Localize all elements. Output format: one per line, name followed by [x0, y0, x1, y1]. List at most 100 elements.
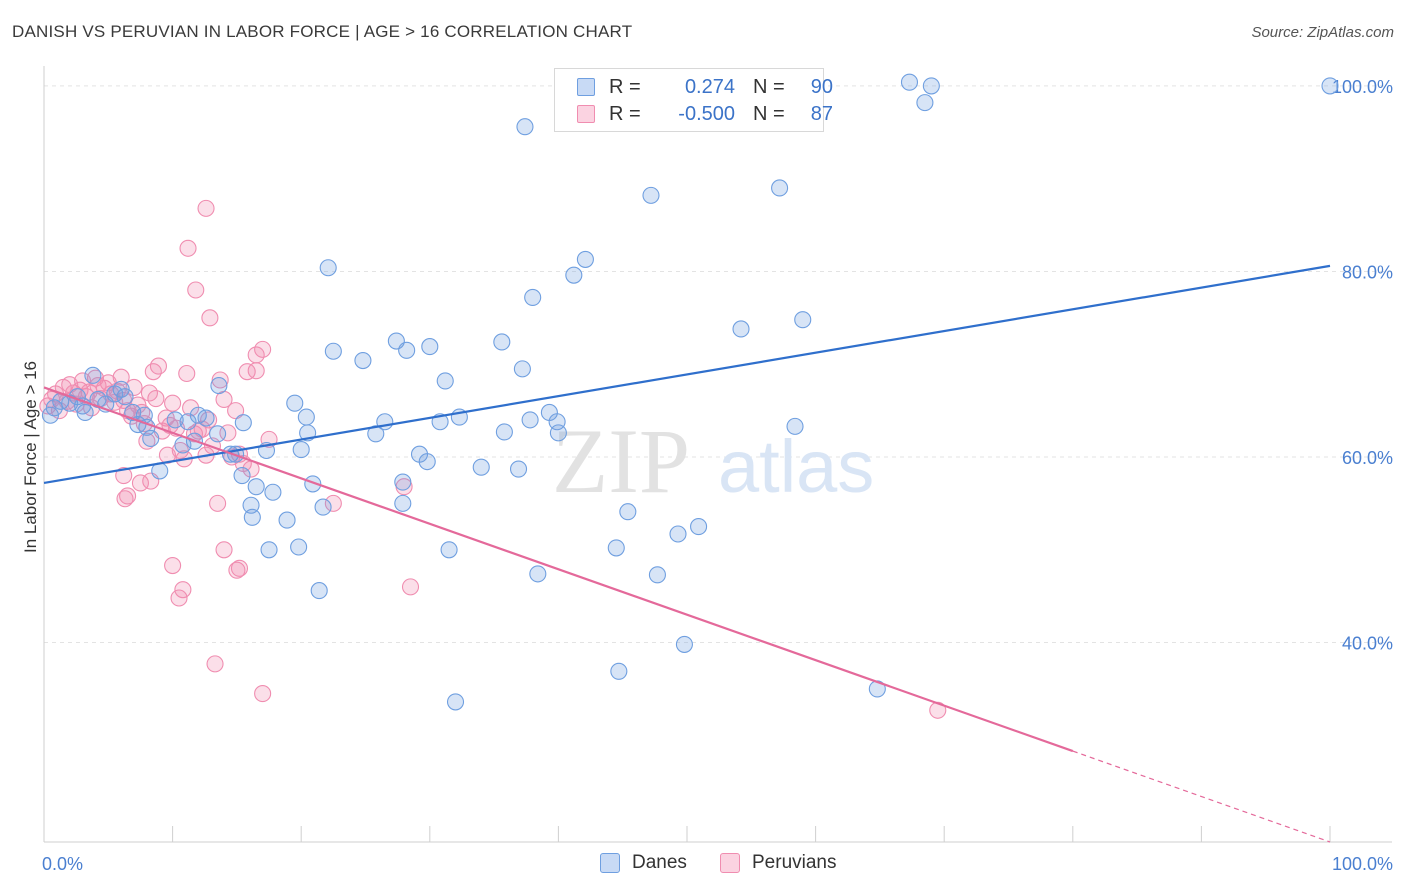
legend-label-danes: Danes	[632, 852, 687, 873]
watermark: ZIP atlas	[552, 410, 874, 512]
peruvians-trend-extension	[1072, 750, 1331, 843]
danes-point	[418, 453, 436, 471]
peruvians-point	[197, 199, 215, 217]
danes-point	[367, 425, 385, 443]
peruvians-point	[112, 368, 130, 386]
peruvians-point	[147, 390, 165, 408]
watermark-zip: ZIP	[552, 410, 690, 512]
danes-point	[310, 582, 328, 600]
danes-point	[1321, 77, 1339, 95]
legend-n-value: 87	[810, 102, 833, 125]
legend-n-label: N =	[753, 102, 785, 125]
y-tick-label: 60.0%	[1342, 448, 1393, 468]
chart-title: DANISH VS PERUVIAN IN LABOR FORCE | AGE …	[12, 22, 633, 41]
peruvians-point	[170, 589, 188, 607]
danes-point	[648, 566, 666, 584]
danes-point	[916, 94, 934, 112]
danes-swatch	[577, 78, 595, 96]
legend-r-label: R =	[609, 102, 641, 125]
y-tick-label: 80.0%	[1342, 262, 1393, 282]
y-axis-label: In Labor Force | Age > 16	[21, 361, 40, 553]
danes-point	[264, 483, 282, 501]
danes-point	[247, 478, 265, 496]
danes-point	[260, 541, 278, 559]
danes-point	[794, 311, 812, 329]
peruvians-point	[324, 494, 342, 512]
danes-point	[516, 118, 534, 136]
danes-point	[354, 351, 372, 370]
danes-point	[290, 538, 308, 556]
legend-r-value: -0.500	[678, 102, 735, 125]
danes-point	[472, 458, 490, 476]
legend-label-peruvians: Peruvians	[752, 852, 837, 873]
legend-r-label: R =	[609, 75, 641, 98]
y-tick-label: 40.0%	[1342, 634, 1393, 654]
danes-point	[732, 320, 750, 338]
danes-point	[166, 411, 184, 429]
danes-point	[233, 467, 251, 485]
peruvians-point	[227, 402, 245, 420]
legend-item-peruvians[interactable]: Peruvians	[720, 852, 837, 874]
peruvians-point	[178, 364, 196, 383]
danes-point	[607, 539, 625, 557]
danes-point	[675, 635, 693, 653]
peruvians-point	[179, 239, 197, 257]
danes-point	[234, 414, 252, 432]
danes-points	[41, 73, 1339, 711]
danes-point	[210, 377, 228, 395]
peruvians-point	[238, 363, 256, 381]
source-credit: Source: ZipAtlas.com	[1251, 24, 1394, 41]
danes-point	[84, 366, 102, 384]
peruvians-trend-line	[43, 386, 1074, 753]
danes-point	[197, 409, 215, 427]
danes-point	[576, 250, 594, 268]
danes-point	[314, 498, 332, 516]
danes-point	[900, 73, 919, 91]
danes-point	[142, 429, 160, 447]
danes-point	[292, 441, 310, 459]
danes-point	[642, 186, 660, 204]
danes-point	[209, 425, 227, 443]
danes-point	[786, 417, 804, 435]
danes-trend-line	[43, 264, 1331, 485]
legend-row-danes: R = 0.274 N = 90	[577, 75, 833, 99]
watermark-atlas: atlas	[718, 425, 874, 508]
danes-point	[549, 424, 567, 442]
legend-item-danes[interactable]: Danes	[600, 852, 687, 874]
peruvians-point	[193, 420, 211, 438]
axes	[43, 66, 1392, 843]
peruvians-point	[116, 490, 134, 508]
tick-labels: 100.0% 80.0% 60.0% 40.0% 0.0% 100.0%	[42, 77, 1393, 874]
danes-point	[619, 503, 637, 521]
peruvians-point	[211, 371, 229, 389]
peruvians-point	[206, 655, 224, 673]
danes-point	[669, 525, 687, 543]
danes-point	[446, 693, 465, 711]
danes-point	[394, 473, 412, 491]
peruvians-point	[115, 467, 133, 485]
peruvians-point	[149, 357, 168, 375]
peruvians-point	[228, 561, 246, 579]
peruvians-point	[230, 559, 249, 577]
danes-point	[610, 662, 628, 680]
peruvians-point	[247, 362, 265, 380]
peruvians-point	[125, 378, 143, 396]
danes-point	[524, 288, 542, 306]
danes-point	[922, 77, 940, 95]
danes-point	[495, 423, 513, 441]
danes-point	[45, 399, 63, 417]
peruvians-swatch	[720, 853, 740, 873]
peruvians-point	[164, 556, 182, 575]
peruvians-point	[401, 578, 420, 596]
danes-point	[243, 508, 261, 526]
peruvians-point	[215, 541, 233, 559]
danes-point	[286, 394, 304, 412]
danes-point	[179, 413, 197, 431]
peruvians-point	[209, 494, 227, 512]
peruvians-point	[247, 346, 265, 364]
danes-point	[324, 342, 342, 360]
danes-point	[398, 341, 416, 359]
danes-point	[440, 541, 458, 559]
y-tick-label: 100.0%	[1332, 77, 1393, 97]
